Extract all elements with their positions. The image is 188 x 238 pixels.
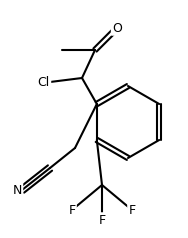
Text: Cl: Cl bbox=[38, 75, 50, 89]
Text: F: F bbox=[68, 203, 76, 217]
Text: N: N bbox=[13, 183, 22, 197]
Text: F: F bbox=[128, 203, 136, 217]
Text: O: O bbox=[112, 21, 122, 35]
Text: F: F bbox=[99, 213, 106, 227]
